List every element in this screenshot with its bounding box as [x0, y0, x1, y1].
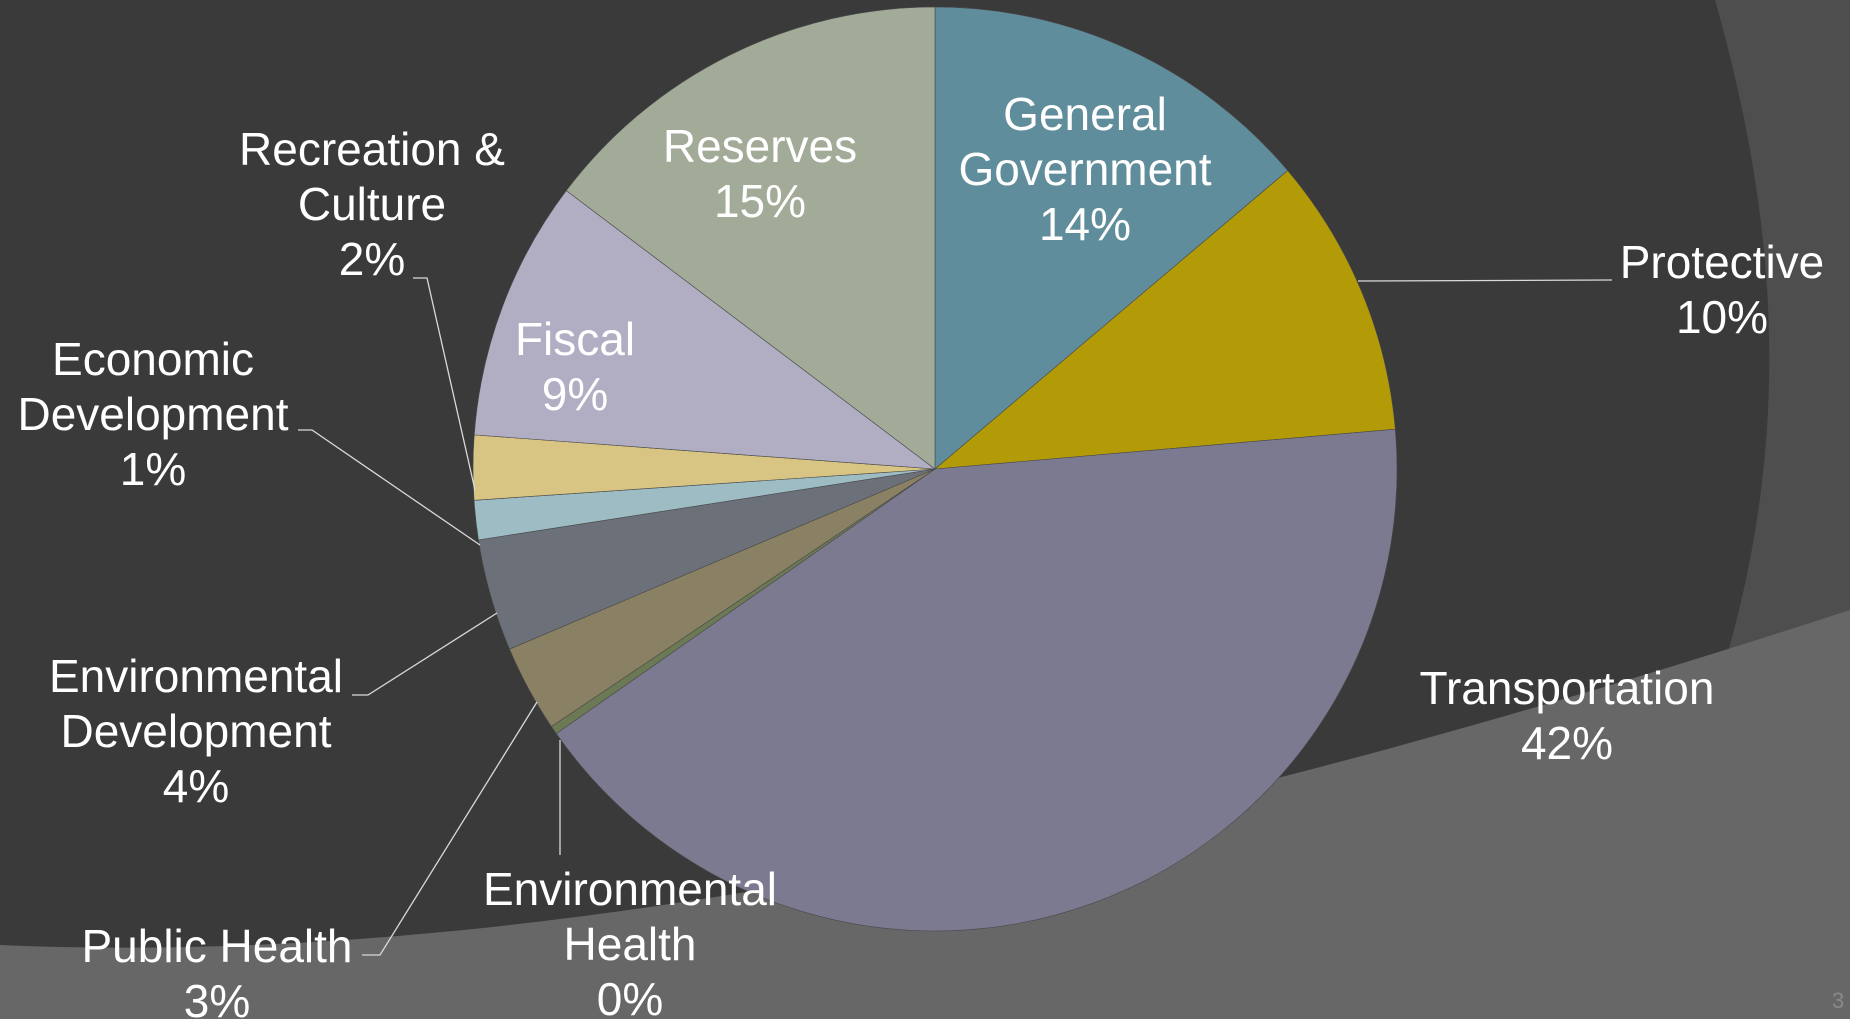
leader-line-public-health [362, 701, 538, 956]
label-line-recreation-and-culture: 2% [339, 233, 405, 285]
label-line-transportation: 42% [1521, 717, 1613, 769]
label-economic-development: Economic Development 1% [17, 333, 288, 495]
slice-fiscal [473, 190, 936, 470]
label-line-public-health: Public Health [81, 920, 352, 972]
label-fiscal: Fiscal 9% [515, 313, 635, 420]
label-reserves: Reserves 15% [663, 120, 857, 227]
leader-line-environmental-development [352, 612, 498, 696]
label-recreation-and-culture: Recreation & Culture 2% [239, 123, 505, 285]
slice-labels: General Government 14% Protective 10% Transpo… [17, 88, 1824, 1019]
label-line-general-government: 14% [1039, 198, 1131, 250]
label-line-economic-development: Development [17, 388, 288, 440]
label-line-economic-development: 1% [120, 443, 186, 495]
label-line-fiscal: Fiscal [515, 313, 635, 365]
label-line-transportation: Transportation [1420, 662, 1715, 714]
label-line-general-government: Government [958, 143, 1211, 195]
label-line-general-government: General [1003, 88, 1167, 140]
label-line-economic-development: Economic [52, 333, 254, 385]
slice-transportation [555, 428, 1398, 932]
label-environmental-health: Environmental Health 0% [483, 863, 777, 1019]
label-line-environmental-development: 4% [163, 760, 229, 812]
leader-line-economic-development [298, 429, 481, 546]
label-line-environmental-health: Health [564, 918, 697, 970]
label-line-public-health: 3% [184, 975, 250, 1019]
leader-line-recreation-and-culture [413, 277, 476, 491]
label-line-recreation-and-culture: Recreation & [239, 123, 505, 175]
label-line-environmental-development: Development [60, 705, 331, 757]
label-line-reserves: Reserves [663, 120, 857, 172]
label-environmental-development: Environmental Development 4% [49, 650, 343, 812]
slice-protective [934, 170, 1396, 470]
label-general-government: General Government 14% [958, 88, 1211, 250]
slice-reserves [565, 6, 936, 470]
page-number: 3 [1832, 988, 1844, 1013]
label-protective: Protective 10% [1620, 236, 1825, 343]
leader-line-protective [1357, 279, 1613, 282]
label-line-reserves: 15% [714, 175, 806, 227]
leader-lines [298, 277, 1613, 956]
background-arc-bottom [0, 610, 1850, 1019]
label-line-environmental-health: 0% [597, 973, 663, 1019]
label-line-recreation-and-culture: Culture [298, 178, 446, 230]
label-public-health: Public Health 3% [81, 920, 352, 1019]
pie-slices [472, 6, 1398, 932]
slice-general-government [934, 6, 1289, 470]
label-line-protective: Protective [1620, 236, 1825, 288]
label-line-fiscal: 9% [542, 368, 608, 420]
label-line-environmental-health: Environmental [483, 863, 777, 915]
label-line-environmental-development: Environmental [49, 650, 343, 702]
label-line-protective: 10% [1676, 291, 1768, 343]
label-transportation: Transportation 42% [1420, 662, 1715, 769]
